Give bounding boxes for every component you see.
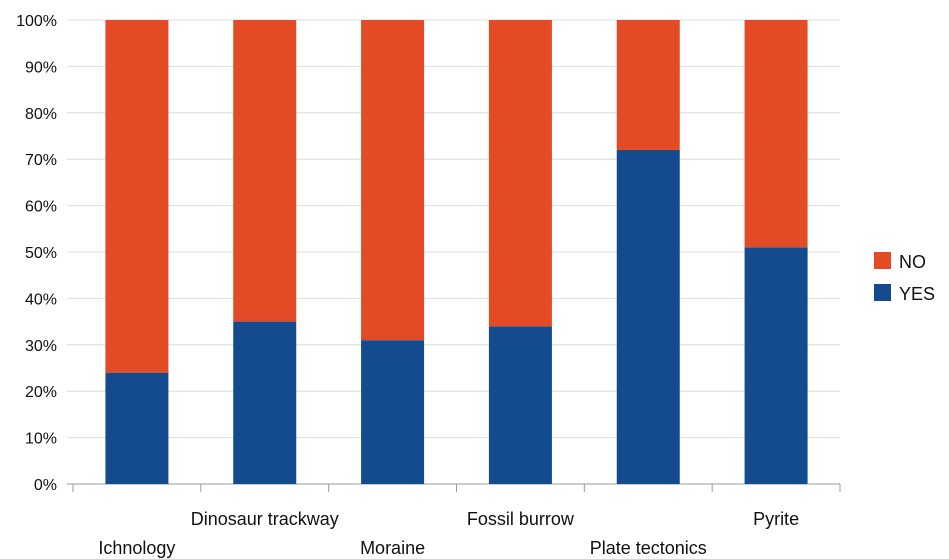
bar-segment-yes-3 bbox=[361, 340, 425, 484]
bar-segment-no-3 bbox=[361, 20, 425, 341]
y-tick-label: 50% bbox=[25, 245, 57, 262]
legend-label-yes: YES bbox=[899, 284, 935, 304]
bar-segment-yes-4 bbox=[488, 326, 552, 484]
bars bbox=[105, 20, 808, 485]
y-axis-ticks: 0% 10% 20% 30% 40% 50% 60% 70% 80% 90% 100% bbox=[16, 13, 57, 494]
legend-swatch-no bbox=[874, 252, 891, 269]
y-tick-label: 80% bbox=[25, 106, 57, 123]
x-axis bbox=[72, 484, 841, 492]
bar-segment-yes-1 bbox=[105, 372, 169, 484]
bar-segment-no-1 bbox=[105, 20, 169, 373]
y-tick-label: 40% bbox=[25, 291, 57, 308]
bar-segment-yes-5 bbox=[616, 149, 680, 485]
bar-segment-no-2 bbox=[233, 20, 297, 322]
bar-segment-no-5 bbox=[616, 20, 680, 150]
legend-label-no: NO bbox=[899, 252, 926, 272]
y-tick-label: 10% bbox=[25, 431, 57, 448]
y-tick-label: 20% bbox=[25, 384, 57, 401]
x-category-label: Fossil burrow bbox=[467, 509, 575, 529]
gridlines bbox=[67, 19, 840, 485]
x-category-label: Moraine bbox=[360, 538, 425, 558]
x-category-label: Pyrite bbox=[753, 509, 799, 529]
y-tick-label: 30% bbox=[25, 338, 57, 355]
x-category-label: Ichnology bbox=[98, 538, 175, 558]
x-category-label: Dinosaur trackway bbox=[191, 509, 339, 529]
legend: NO YES bbox=[874, 252, 935, 304]
bar-segment-yes-2 bbox=[233, 321, 297, 484]
y-tick-label: 100% bbox=[16, 13, 57, 30]
y-tick-label: 70% bbox=[25, 152, 57, 169]
legend-swatch-yes bbox=[874, 284, 891, 301]
bar-segment-no-4 bbox=[488, 20, 552, 327]
y-tick-label: 90% bbox=[25, 59, 57, 76]
bar-segment-yes-6 bbox=[744, 247, 808, 484]
y-tick-label: 0% bbox=[34, 477, 57, 494]
x-category-label: Plate tectonics bbox=[590, 538, 707, 558]
bar-segment-no-6 bbox=[744, 20, 808, 248]
y-tick-label: 60% bbox=[25, 199, 57, 216]
x-axis-labels: Ichnology Dinosaur trackway Moraine Fossil … bbox=[98, 509, 799, 558]
